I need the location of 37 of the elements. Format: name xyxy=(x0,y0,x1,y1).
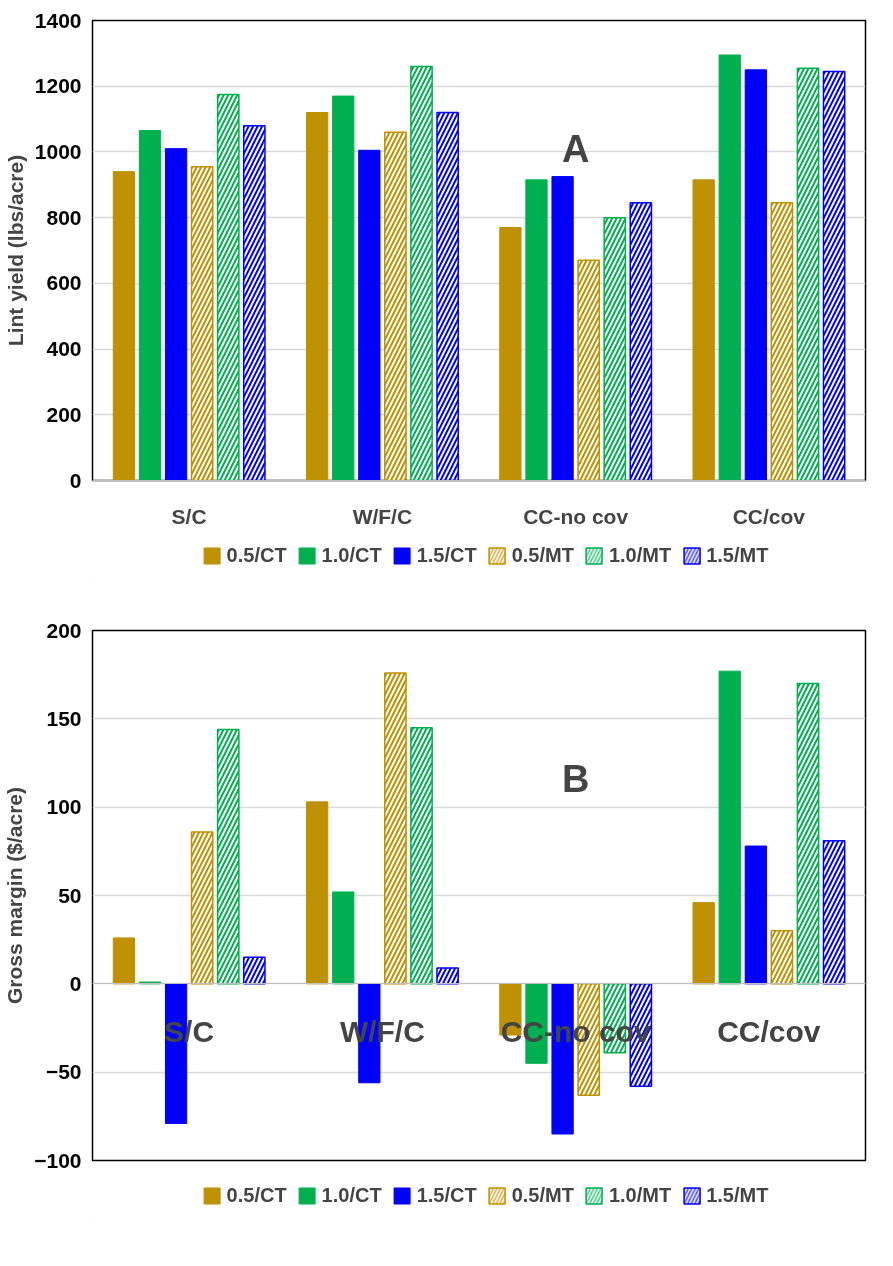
legend-label: 1.5/MT xyxy=(706,1183,769,1207)
y-tick-label: 200 xyxy=(46,402,82,426)
x-tick-label: CC-no cov xyxy=(500,1014,651,1048)
legend-label: 0.5/CT xyxy=(226,543,287,567)
y-tick-label: 0 xyxy=(69,971,82,995)
y-tick-label: −50 xyxy=(45,1060,82,1084)
y-axis-title: Lint yield (lbs/acre) xyxy=(3,154,27,347)
legend-label: 0.5/MT xyxy=(511,543,574,567)
legend-label: 1.0/CT xyxy=(321,543,382,567)
x-tick-label: CC-no cov xyxy=(523,504,629,528)
legend-label: 1.0/CT xyxy=(321,1183,382,1207)
y-tick-label: 1000 xyxy=(34,139,82,163)
x-tick-label: S/C xyxy=(171,504,207,528)
legend-label: 1.5/MT xyxy=(706,543,769,567)
legend-label: 0.5/CT xyxy=(226,1183,287,1207)
legend-label: 1.0/MT xyxy=(608,543,672,567)
y-tick-label: 800 xyxy=(46,205,82,229)
y-tick-label: 200 xyxy=(46,618,82,642)
x-tick-label: CC/cov xyxy=(732,504,806,528)
y-tick-label: 400 xyxy=(46,337,82,361)
y-tick-label: 1200 xyxy=(34,74,82,98)
legend-label: 1.5/CT xyxy=(416,1183,477,1207)
x-tick-label: W/F/C xyxy=(352,504,413,528)
legend-label: 1.5/CT xyxy=(416,543,477,567)
y-tick-label: −100 xyxy=(34,1148,82,1172)
y-tick-label: 1400 xyxy=(34,8,82,32)
y-tick-label: 150 xyxy=(46,706,82,730)
x-tick-label: CC/cov xyxy=(717,1014,821,1048)
y-tick-label: 100 xyxy=(46,795,82,819)
legend-label: 0.5/MT xyxy=(511,1183,574,1207)
y-tick-label: 50 xyxy=(58,883,82,907)
legend-label: 1.0/MT xyxy=(608,1183,672,1207)
y-tick-label: 600 xyxy=(46,271,82,295)
annotation: A xyxy=(561,128,590,171)
annotation: B xyxy=(561,757,590,800)
y-tick-label: 0 xyxy=(69,468,82,492)
y-axis-title: Gross margin ($/acre) xyxy=(3,786,27,1005)
